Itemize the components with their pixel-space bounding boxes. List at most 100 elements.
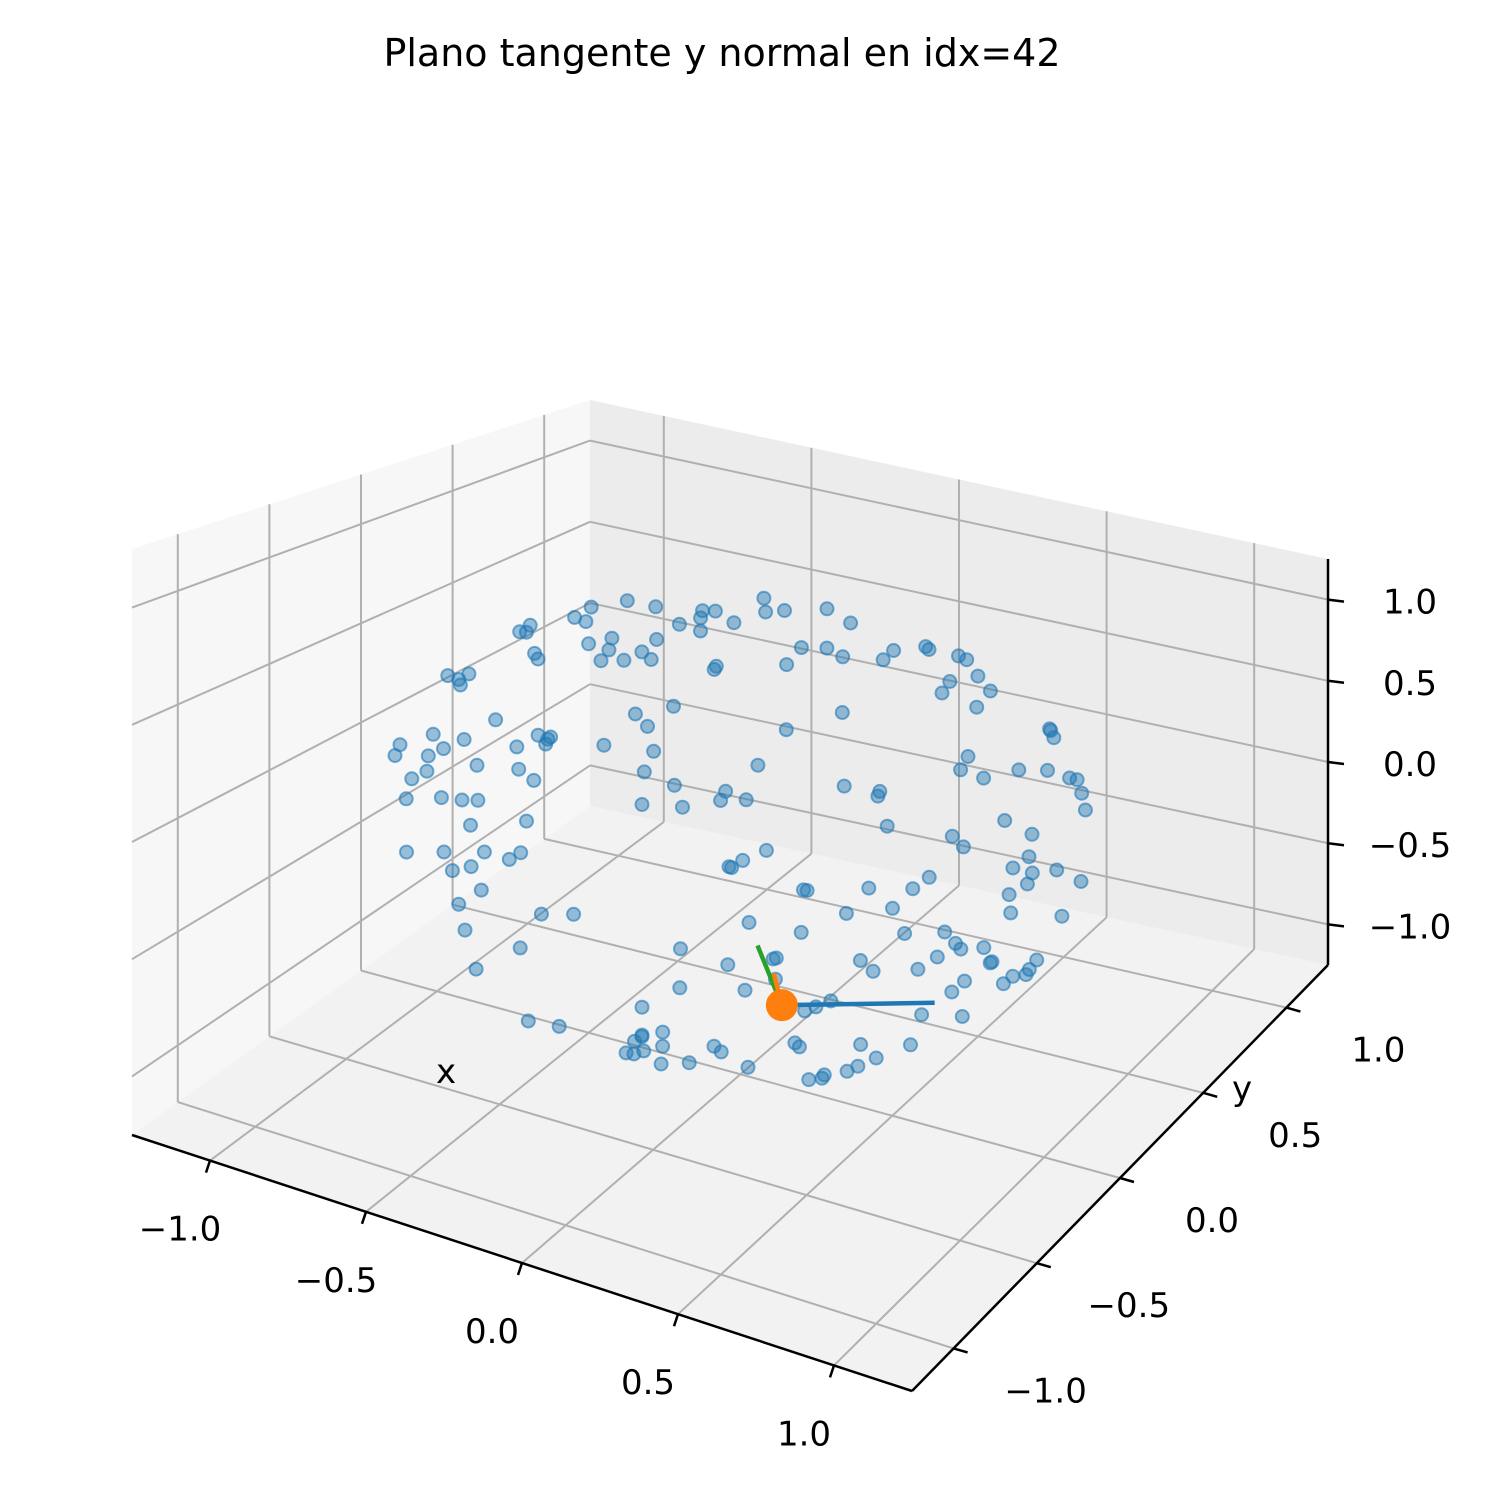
y-tick-label: −1.0 [1004,1371,1087,1411]
scatter-point [929,949,945,965]
scatter-point [463,817,478,833]
grid-floor-x [833,948,1255,1367]
scatter-point [787,1035,803,1051]
scatter-point [969,699,985,715]
grid-left-z [131,439,591,609]
scatter-point [944,984,960,1000]
scatter-point [420,748,436,764]
scatter-point [1062,770,1078,786]
z-tick-label: 0.0 [1383,745,1437,785]
scatter-point [970,668,986,684]
z-tick-mark [1327,679,1345,685]
scatter-point [520,1013,536,1029]
scatter-point [1073,874,1089,889]
scatter-point [436,741,451,757]
scatter-point [976,940,992,956]
scatter-point [695,603,710,619]
grid-back-z [589,439,1329,601]
scatter-point [934,685,950,701]
scatter-point [1049,862,1065,878]
scatter-point [726,615,742,631]
z-tick-mark [1327,923,1345,928]
scatter-point [1029,952,1045,968]
grid-floor-y [360,969,1121,1179]
y-tick-mark [1286,1006,1301,1013]
scatter-point [404,771,420,787]
scatter-point [671,616,687,632]
scatter-point [1005,860,1021,876]
scatter-point [601,642,617,658]
scatter-point [959,652,975,668]
scatter-point [640,718,655,734]
scatter-point [758,604,774,620]
axis-lines [131,559,1345,1393]
grid-lines [131,414,1329,1367]
y-tick-mark [953,1347,968,1354]
scatter-point [636,764,652,780]
scatter-point [526,772,542,788]
scatter-point [436,844,452,860]
scatter-point [861,880,877,896]
scatter-point [1003,905,1019,921]
scatter-point [649,632,665,647]
scatter-point [799,883,815,898]
scatter-point [444,863,460,879]
z-tick-label: −0.5 [1369,826,1452,866]
y-tick-mark [1119,1176,1135,1184]
scatter-point [457,922,473,938]
scatter-point [666,777,682,793]
axis-panes [132,400,1328,1391]
scatter-point [675,799,690,815]
x-tick-label: 1.0 [777,1414,831,1454]
scatter-point [463,859,479,875]
scatter-point [793,640,809,656]
z-tick-label: 0.5 [1383,664,1437,704]
floor-pane [132,806,1328,1391]
scatter-point [870,788,886,804]
scatter-point [648,599,664,615]
scatter-point [982,955,998,971]
y-tick-label: 0.5 [1268,1116,1322,1156]
scatter-point [398,791,414,807]
scatter-point [801,1072,817,1088]
scatter-point [511,761,527,777]
scatter-point [1001,887,1017,903]
scatter-point [793,924,809,940]
scatter-point [583,599,599,615]
scatter-point [666,698,681,714]
scatter-point [768,950,784,966]
scatter-point [1024,826,1040,842]
scatter-point [655,1024,671,1040]
scatter-point [476,844,492,860]
scatter-point [886,643,902,658]
scatter-point [1021,962,1037,977]
scatter-point [454,792,470,808]
scatter-point [976,770,992,786]
y-tick-mark [1202,1091,1218,1099]
scatter-point [756,590,772,606]
scatter-point [738,792,754,808]
scatter-point [721,859,737,875]
scatter-point [955,839,971,855]
scatter-point [918,639,934,655]
scatter-point [596,737,612,753]
scatter-point [957,973,972,989]
scatter-point [634,797,650,812]
y-tick-label: 0.0 [1185,1201,1239,1241]
scatter-point [905,881,921,897]
scatter-point [995,976,1011,992]
scatter-point [997,813,1013,828]
scatter-point [456,732,472,747]
scatter-point [853,1037,869,1052]
x-tick-label: 0.5 [621,1363,675,1403]
scatter-point [530,727,546,743]
scatter-point [910,961,926,977]
scatter-point [527,645,543,661]
x-tick-label: 0.0 [465,1312,519,1352]
scatter-point [551,1018,567,1034]
scatter-point [777,603,792,618]
scatter-point [836,778,852,794]
scatter-point [578,614,594,630]
scatter-point [839,1063,855,1079]
scatter-point [921,869,937,885]
